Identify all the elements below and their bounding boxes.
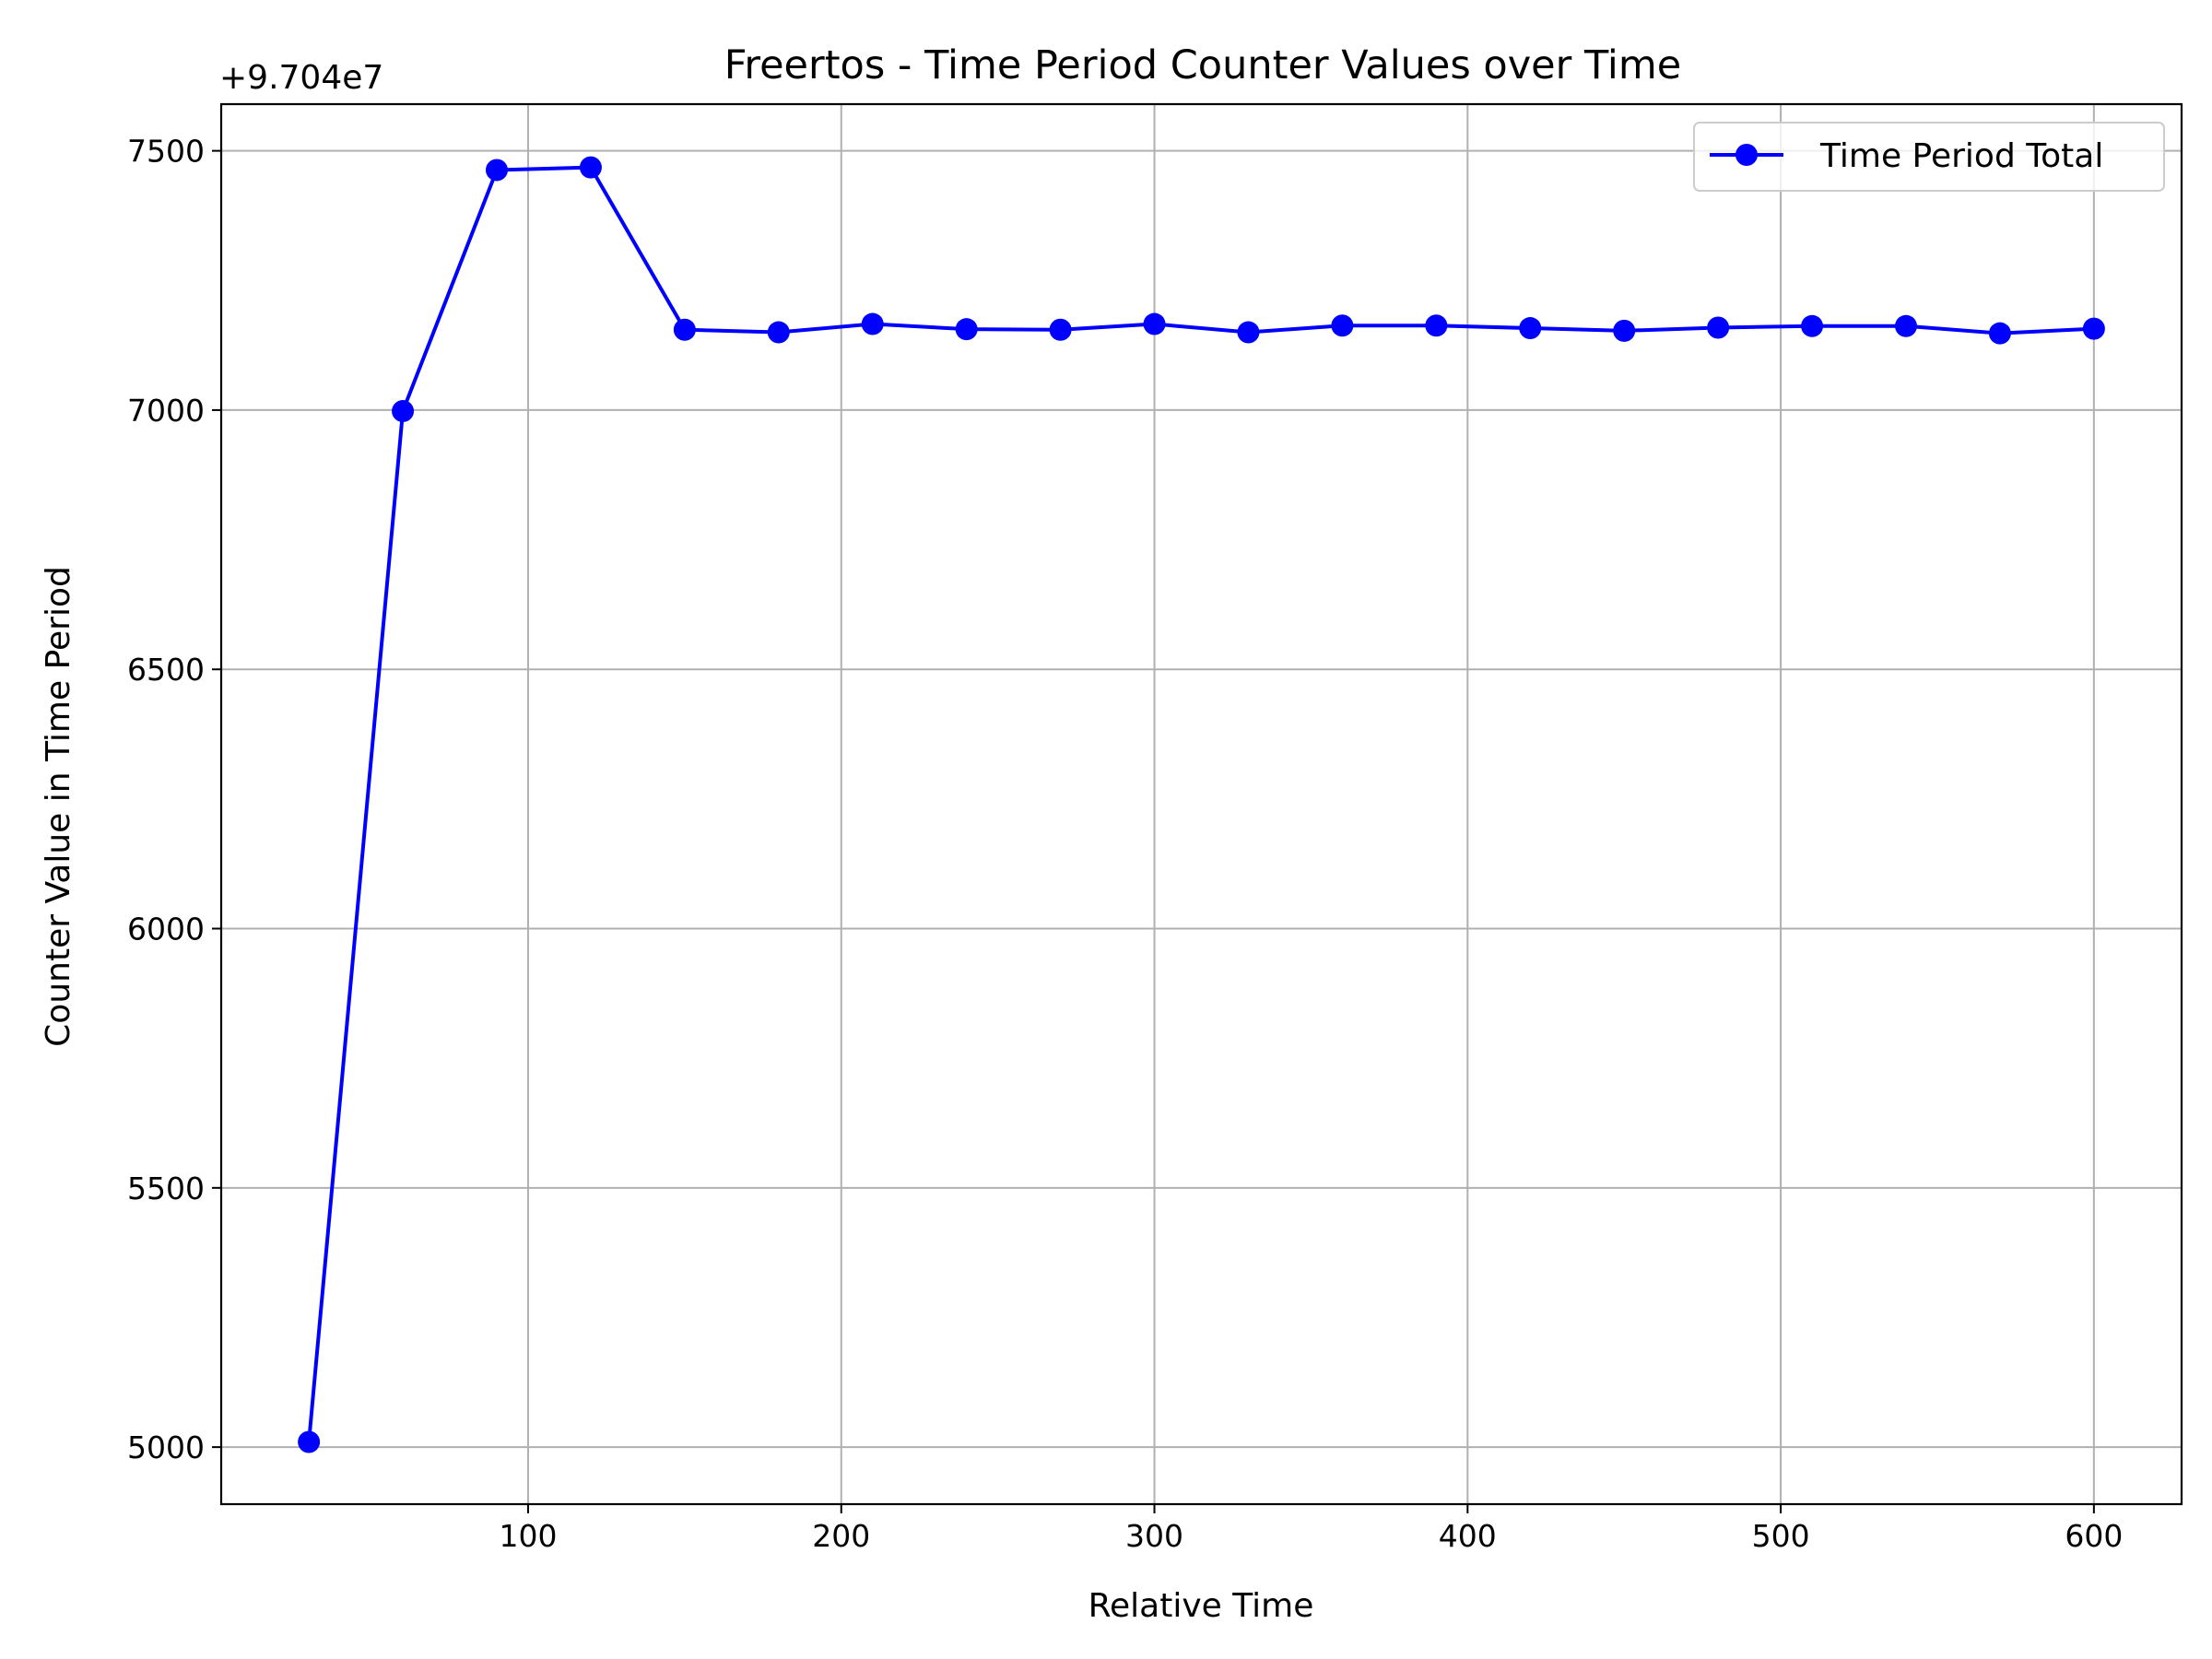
plot-frame — [219, 102, 2183, 1506]
x-tick-label: 500 — [1752, 1518, 1810, 1554]
legend-marker-swatch — [1735, 144, 1758, 166]
x-axis-title: Relative Time — [1088, 1587, 1314, 1625]
y-tick-label: 7000 — [127, 393, 205, 429]
chart-title: Freertos - Time Period Counter Values ov… — [724, 42, 1681, 88]
series-line — [307, 165, 2094, 1442]
data-point — [1707, 316, 1730, 339]
y-tick-label: 5500 — [127, 1171, 205, 1206]
legend-box — [1693, 122, 2165, 192]
legend-label: Time Period Total — [1819, 137, 2103, 175]
data-point — [861, 312, 884, 335]
data-point — [1425, 314, 1448, 337]
x-tick-label: 200 — [812, 1518, 870, 1554]
data-point — [2082, 317, 2105, 340]
y-tick-label: 7500 — [127, 134, 205, 170]
data-point — [1988, 322, 2011, 345]
axis-ticks: 100 200 300 400 500 600 5000 5500 6000 6500 7000 75… — [127, 134, 2123, 1554]
data-point — [486, 159, 509, 182]
legend: Time Period Total — [1693, 122, 2165, 192]
y-axis-offset-label: +9.704e7 — [219, 59, 383, 97]
series-layer — [298, 156, 2105, 1453]
y-axis-title: Counter Value in Time Period — [40, 566, 77, 1047]
data-point — [1331, 314, 1354, 337]
y-tick-label: 6500 — [127, 652, 205, 688]
x-tick-label: 400 — [1439, 1518, 1497, 1554]
data-point — [1613, 319, 1636, 342]
x-tick-label: 100 — [499, 1518, 557, 1554]
data-point — [392, 400, 415, 423]
x-tick-label: 300 — [1125, 1518, 1183, 1554]
data-point — [1237, 321, 1260, 344]
data-point — [579, 156, 602, 179]
data-point — [955, 318, 978, 341]
y-tick-label: 6000 — [127, 912, 205, 947]
y-tick-label: 5000 — [127, 1430, 205, 1465]
data-point — [767, 321, 790, 344]
data-point — [1049, 318, 1072, 341]
data-point — [1143, 312, 1166, 335]
data-point — [1894, 314, 1917, 337]
data-point — [673, 318, 696, 341]
data-point — [298, 1430, 321, 1453]
x-tick-label: 600 — [2065, 1518, 2123, 1554]
data-point — [1801, 314, 1824, 337]
data-point — [1519, 317, 1542, 340]
